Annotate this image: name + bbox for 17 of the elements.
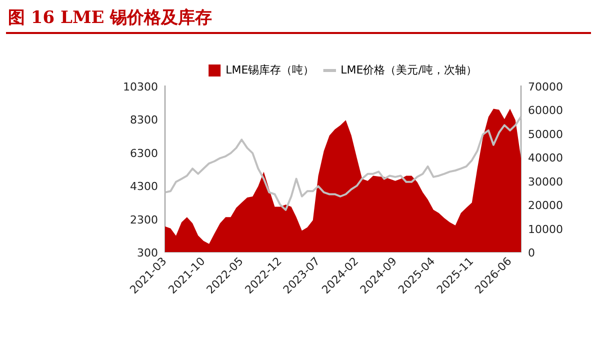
y2-tick-label: 60000 [528,104,563,118]
y2-tick-label: 20000 [528,199,563,212]
y2-tick-label: 30000 [528,175,563,188]
y-tick-label: 4300 [130,180,158,194]
y2-tick-label: 50000 [528,128,563,141]
y2-tick-label: 70000 [528,80,563,94]
legend-label: LME价格（美元/吨，次轴） [340,63,477,76]
y2-tick-label: 40000 [528,152,563,165]
y-tick-label: 2300 [130,213,158,226]
legend-label: LME锡库存（吨） [226,63,314,76]
chart-title: 图 16 LME 锡价格及库存 [8,7,212,29]
y-tick-label: 10300 [123,80,158,94]
y-tick-label: 8300 [130,114,158,127]
y-tick-label: 6300 [130,146,158,160]
y2-tick-label: 10000 [528,222,563,236]
y2-tick-label: 0 [528,246,535,260]
y-tick-label: 300 [137,246,158,260]
